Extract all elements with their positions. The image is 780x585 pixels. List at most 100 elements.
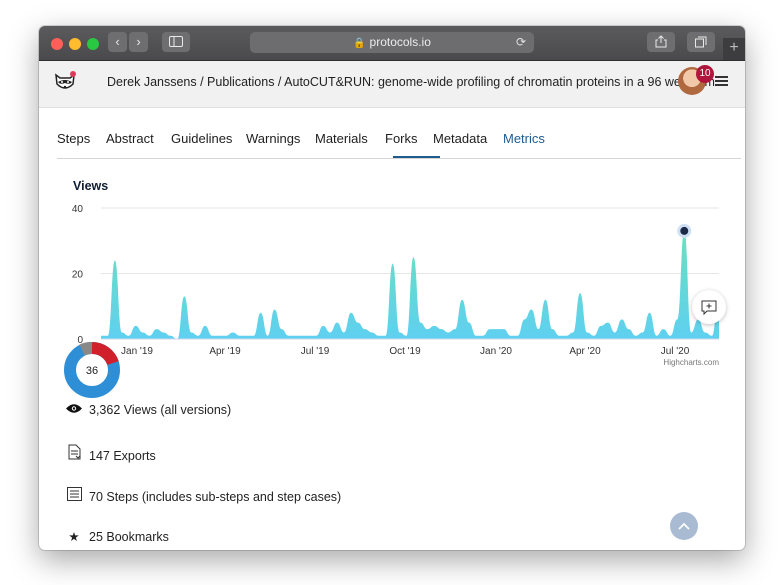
data-point[interactable] <box>316 335 317 336</box>
data-point[interactable] <box>559 335 560 336</box>
tab-steps[interactable]: Steps <box>57 131 91 146</box>
data-point[interactable] <box>343 332 344 333</box>
data-point[interactable] <box>406 335 407 336</box>
data-point[interactable] <box>705 332 706 333</box>
data-point[interactable] <box>413 257 414 258</box>
data-point[interactable] <box>670 335 671 336</box>
data-point[interactable] <box>371 332 372 333</box>
data-point[interactable] <box>336 322 337 323</box>
data-point[interactable] <box>552 329 553 330</box>
minimize-window-button[interactable] <box>69 38 81 50</box>
data-point[interactable] <box>489 329 490 330</box>
data-point[interactable] <box>225 335 226 336</box>
data-point[interactable] <box>503 329 504 330</box>
data-point[interactable] <box>205 325 206 326</box>
data-point[interactable] <box>253 335 254 336</box>
scroll-to-top-button[interactable] <box>670 512 698 540</box>
data-point[interactable] <box>357 322 358 323</box>
data-point[interactable] <box>184 296 185 297</box>
data-point[interactable] <box>385 335 386 336</box>
data-point[interactable] <box>538 329 539 330</box>
data-point[interactable] <box>350 312 351 313</box>
data-point[interactable] <box>677 319 678 320</box>
data-point[interactable] <box>427 329 428 330</box>
data-point[interactable] <box>170 335 171 336</box>
data-point[interactable] <box>239 335 240 336</box>
data-point[interactable] <box>260 312 261 313</box>
data-point[interactable] <box>656 335 657 336</box>
zoom-window-button[interactable] <box>87 38 99 50</box>
data-point[interactable] <box>635 335 636 336</box>
raccoon-logo-icon[interactable] <box>53 70 77 94</box>
data-point[interactable] <box>309 335 310 336</box>
data-point[interactable] <box>649 312 650 313</box>
altmetric-donut[interactable]: 36 <box>64 342 120 398</box>
tab-forks[interactable]: Forks <box>385 131 418 146</box>
back-button[interactable]: ‹ <box>108 32 127 52</box>
views-chart[interactable]: 0 20 40 Jan '19 Apr '19 Jul '19 Oct '19 Jan '20… <box>39 186 745 368</box>
data-point[interactable] <box>295 335 296 336</box>
data-point[interactable] <box>580 293 581 294</box>
data-point[interactable] <box>191 332 192 333</box>
data-point[interactable] <box>399 332 400 333</box>
data-point[interactable] <box>114 260 115 261</box>
tabs-overview-button[interactable] <box>687 32 715 52</box>
data-point[interactable] <box>128 335 129 336</box>
hover-marker[interactable] <box>680 226 689 235</box>
data-point[interactable] <box>566 335 567 336</box>
data-point[interactable] <box>482 335 483 336</box>
data-point[interactable] <box>461 299 462 300</box>
data-point[interactable] <box>496 329 497 330</box>
data-point[interactable] <box>288 335 289 336</box>
add-comment-button[interactable] <box>692 290 726 324</box>
data-point[interactable] <box>524 319 525 320</box>
data-point[interactable] <box>121 332 122 333</box>
data-point[interactable] <box>378 335 379 336</box>
data-point[interactable] <box>323 325 324 326</box>
data-point[interactable] <box>212 335 213 336</box>
address-bar[interactable]: 🔒 protocols.io ⟳ <box>250 32 534 53</box>
data-point[interactable] <box>364 329 365 330</box>
data-point[interactable] <box>218 335 219 336</box>
data-point[interactable] <box>510 335 511 336</box>
reload-icon[interactable]: ⟳ <box>515 35 526 49</box>
sidebar-toggle-button[interactable] <box>162 32 190 52</box>
data-point[interactable] <box>267 335 268 336</box>
data-point[interactable] <box>586 332 587 333</box>
data-point[interactable] <box>135 325 136 326</box>
data-point[interactable] <box>274 309 275 310</box>
data-point[interactable] <box>593 335 594 336</box>
data-point[interactable] <box>392 263 393 264</box>
share-button[interactable] <box>647 32 675 52</box>
data-point[interactable] <box>621 319 622 320</box>
data-point[interactable] <box>302 335 303 336</box>
data-point[interactable] <box>434 325 435 326</box>
hamburger-icon[interactable] <box>715 76 728 86</box>
data-point[interactable] <box>607 322 608 323</box>
data-point[interactable] <box>420 322 421 323</box>
data-point[interactable] <box>573 332 574 333</box>
data-point[interactable] <box>100 335 101 336</box>
close-window-button[interactable] <box>51 38 63 50</box>
data-point[interactable] <box>281 329 282 330</box>
data-point[interactable] <box>691 332 692 333</box>
views-area-series[interactable] <box>101 230 719 339</box>
tab-metrics[interactable]: Metrics <box>503 131 545 146</box>
data-point[interactable] <box>142 332 143 333</box>
tab-metadata[interactable]: Metadata <box>433 131 488 146</box>
data-point[interactable] <box>517 335 518 336</box>
data-point[interactable] <box>156 329 157 330</box>
forward-button[interactable]: › <box>129 32 148 52</box>
data-point[interactable] <box>642 332 643 333</box>
data-point[interactable] <box>149 335 150 336</box>
tab-materials[interactable]: Materials <box>315 131 368 146</box>
data-point[interactable] <box>330 332 331 333</box>
data-point[interactable] <box>232 332 233 333</box>
tab-guidelines[interactable]: Guidelines <box>171 131 233 146</box>
notification-badge[interactable]: 10 <box>696 65 714 83</box>
data-point[interactable] <box>455 329 456 330</box>
data-point[interactable] <box>663 329 664 330</box>
data-point[interactable] <box>531 309 532 310</box>
data-point[interactable] <box>107 335 108 336</box>
data-point[interactable] <box>441 329 442 330</box>
